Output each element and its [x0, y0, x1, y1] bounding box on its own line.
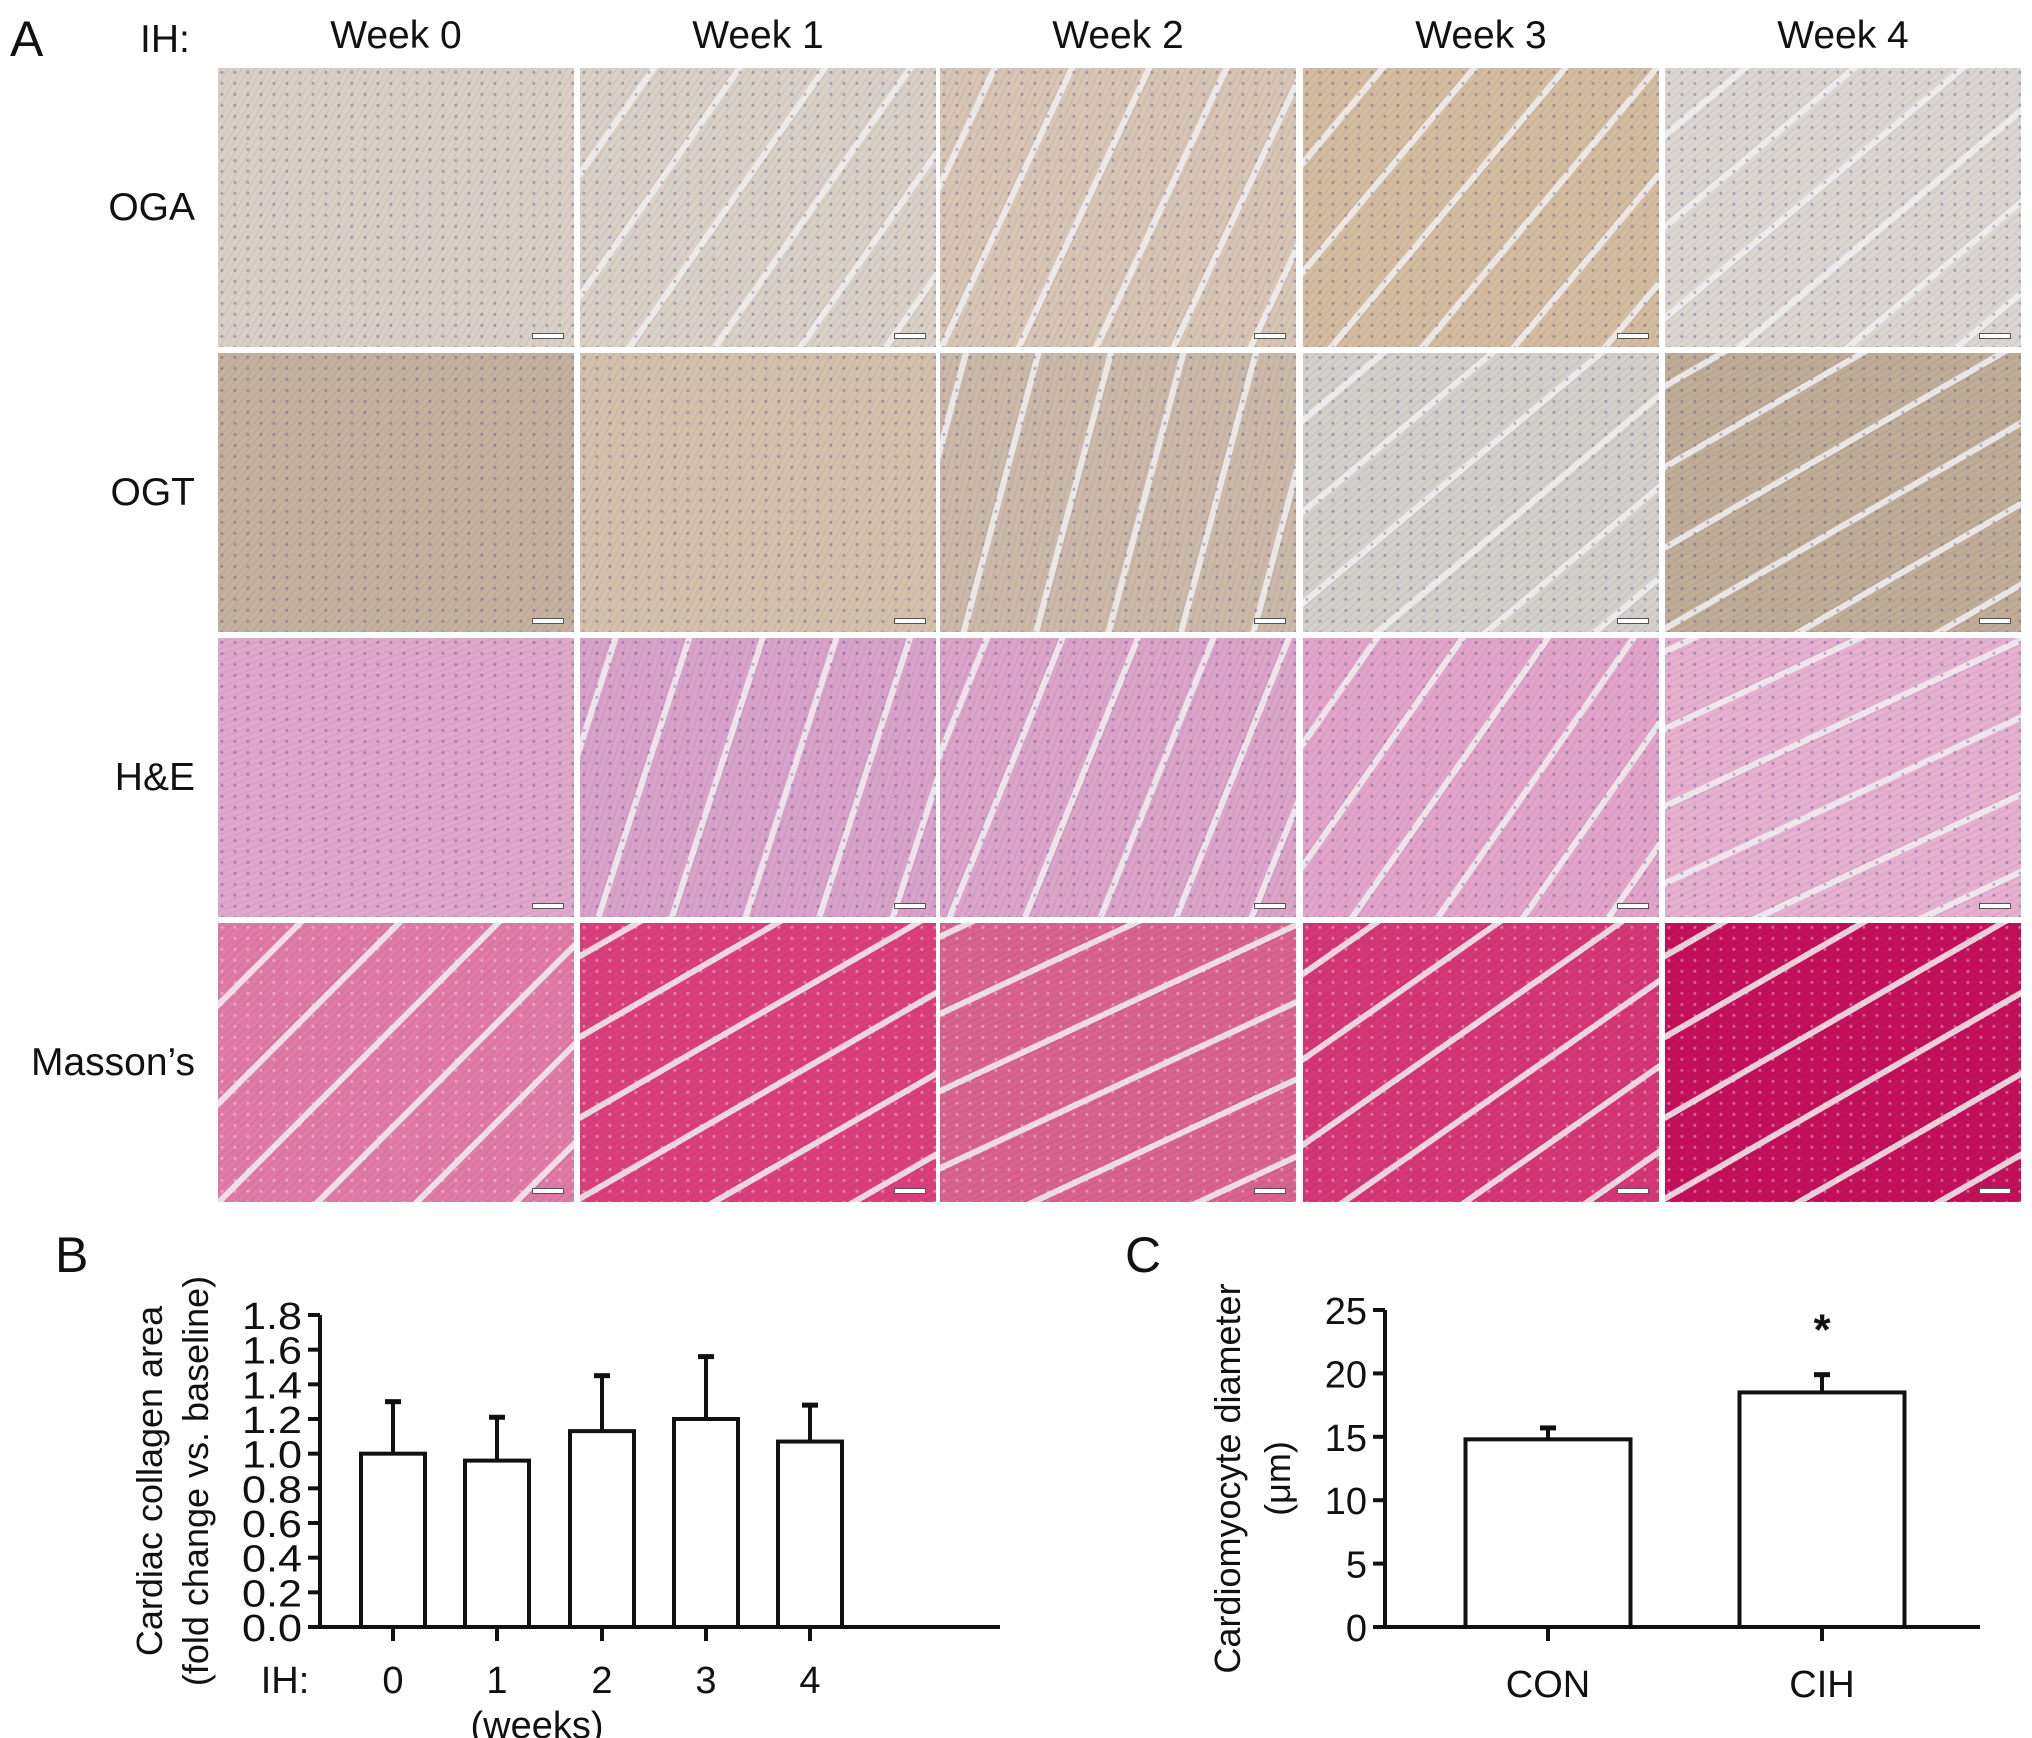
scale-bar — [1979, 618, 2011, 624]
histology-image-oga-week-1 — [580, 68, 936, 347]
row-label-3: Masson’s — [30, 1041, 195, 1084]
histology-image-ogt-week-0 — [218, 353, 574, 632]
scale-bar — [1254, 333, 1286, 339]
scale-bar — [1979, 1188, 2011, 1194]
histology-image-he-week-4 — [1665, 638, 2021, 917]
chart-b-collagen: B 0.00.20.40.60.81.01.21.41.61.8 0 1 2 3 4 Card… — [55, 1227, 1000, 1738]
histology-image-ogt-week-3 — [1303, 353, 1659, 632]
bar-cih — [1737, 1390, 1907, 1630]
x-axis-title: (weeks) — [470, 1705, 603, 1738]
histology-image-oga-week-2 — [940, 68, 1296, 347]
scale-bar — [1617, 618, 1649, 624]
y-tick-label: 20 — [1325, 1354, 1367, 1396]
scale-bar — [894, 903, 926, 909]
y-tick-label: 15 — [1325, 1418, 1367, 1460]
scale-bar — [532, 618, 564, 624]
y-tick-label: 25 — [1325, 1291, 1367, 1333]
y-tick-label: 0.0 — [242, 1608, 302, 1650]
y-tick-label: 1.6 — [242, 1331, 302, 1373]
panel-b-label: B — [55, 1227, 88, 1283]
histology-image-massons-week-1 — [580, 923, 936, 1202]
histology-image-he-week-1 — [580, 638, 936, 917]
panel-a-label: A — [10, 11, 44, 67]
ih-label: IH: — [140, 18, 190, 61]
y-axis-title: Cardiac collagen area — [129, 1305, 170, 1656]
scale-bar — [1979, 333, 2011, 339]
histology-image-oga-week-3 — [1303, 68, 1659, 347]
y-axis-subtitle: (μm) — [1257, 1441, 1298, 1516]
histology-image-he-week-0 — [218, 638, 574, 917]
y-tick-label: 10 — [1325, 1481, 1367, 1523]
histology-image-ogt-week-2 — [940, 353, 1296, 632]
histology-image-massons-week-3 — [1303, 923, 1659, 1202]
scale-bar — [1617, 1188, 1649, 1194]
scale-bar — [1979, 903, 2011, 909]
histology-image-he-week-2 — [940, 638, 1296, 917]
y-tick-label: 0 — [1346, 1608, 1367, 1650]
panel-c-label: C — [1125, 1227, 1161, 1283]
scale-bar — [894, 1188, 926, 1194]
y-axis-title: Cardiomyocyte diameter — [1207, 1283, 1248, 1673]
scale-bar — [532, 903, 564, 909]
scale-bar — [532, 333, 564, 339]
column-label-week-4: Week 4 — [1777, 14, 1909, 57]
bar-con — [1463, 1437, 1633, 1630]
histology-image-massons-week-2 — [940, 923, 1296, 1202]
histology-image-massons-week-4 — [1665, 923, 2021, 1202]
histology-image-he-week-3 — [1303, 638, 1659, 917]
x-tick-label: 4 — [799, 1660, 820, 1702]
column-label-week-0: Week 0 — [330, 14, 462, 57]
histology-image-ogt-week-1 — [580, 353, 936, 632]
y-tick-label: 0.6 — [242, 1504, 302, 1546]
column-label-week-2: Week 2 — [1052, 14, 1184, 57]
bar-4 — [776, 1439, 844, 1629]
scale-bar — [894, 618, 926, 624]
scale-bar — [1254, 1188, 1286, 1194]
y-axis-subtitle: (fold change vs. baseline) — [175, 1276, 216, 1686]
histology-image-ogt-week-4 — [1665, 353, 2021, 632]
column-label-week-3: Week 3 — [1415, 14, 1547, 57]
bar-3 — [672, 1417, 740, 1629]
bar-1 — [463, 1458, 531, 1629]
y-tick-label: 1.0 — [242, 1435, 302, 1477]
y-tick-label: 0.4 — [242, 1539, 302, 1581]
scale-bar — [894, 333, 926, 339]
scale-bar — [1254, 903, 1286, 909]
histology-image-oga-week-4 — [1665, 68, 2021, 347]
x-tick-label: 0 — [382, 1660, 403, 1702]
chart-c-diameter: C 0 5 10 15 20 25 CON CIH * Cardiomyocyte diameter… — [1125, 1227, 1980, 1706]
histology-image-massons-week-0 — [218, 923, 574, 1202]
y-tick-label: 1.8 — [242, 1296, 302, 1338]
x-tick-label: 3 — [695, 1660, 716, 1702]
x-tick-label: 2 — [591, 1660, 612, 1702]
bar-0 — [359, 1451, 427, 1629]
x-tick-label: CON — [1506, 1664, 1590, 1706]
histology-image-oga-week-0 — [218, 68, 574, 347]
scale-bar — [1617, 333, 1649, 339]
y-tick-label: 0.8 — [242, 1469, 302, 1511]
y-tick-label: 0.2 — [242, 1573, 302, 1615]
column-label-week-1: Week 1 — [692, 14, 824, 57]
y-tick-label: 1.4 — [242, 1365, 302, 1407]
x-prefix-label: IH: — [261, 1660, 310, 1702]
scale-bar — [1617, 903, 1649, 909]
scale-bar — [1254, 618, 1286, 624]
scale-bar — [532, 1188, 564, 1194]
row-label-0: OGA — [108, 186, 195, 229]
row-label-1: OGT — [110, 471, 196, 514]
y-tick-label: 1.2 — [242, 1400, 302, 1442]
y-tick-label: 5 — [1346, 1545, 1367, 1587]
row-label-2: H&E — [114, 756, 195, 799]
x-tick-label: 1 — [486, 1660, 507, 1702]
significance-marker: * — [1813, 1306, 1831, 1355]
x-tick-label: CIH — [1789, 1664, 1854, 1706]
bar-2 — [568, 1429, 636, 1629]
